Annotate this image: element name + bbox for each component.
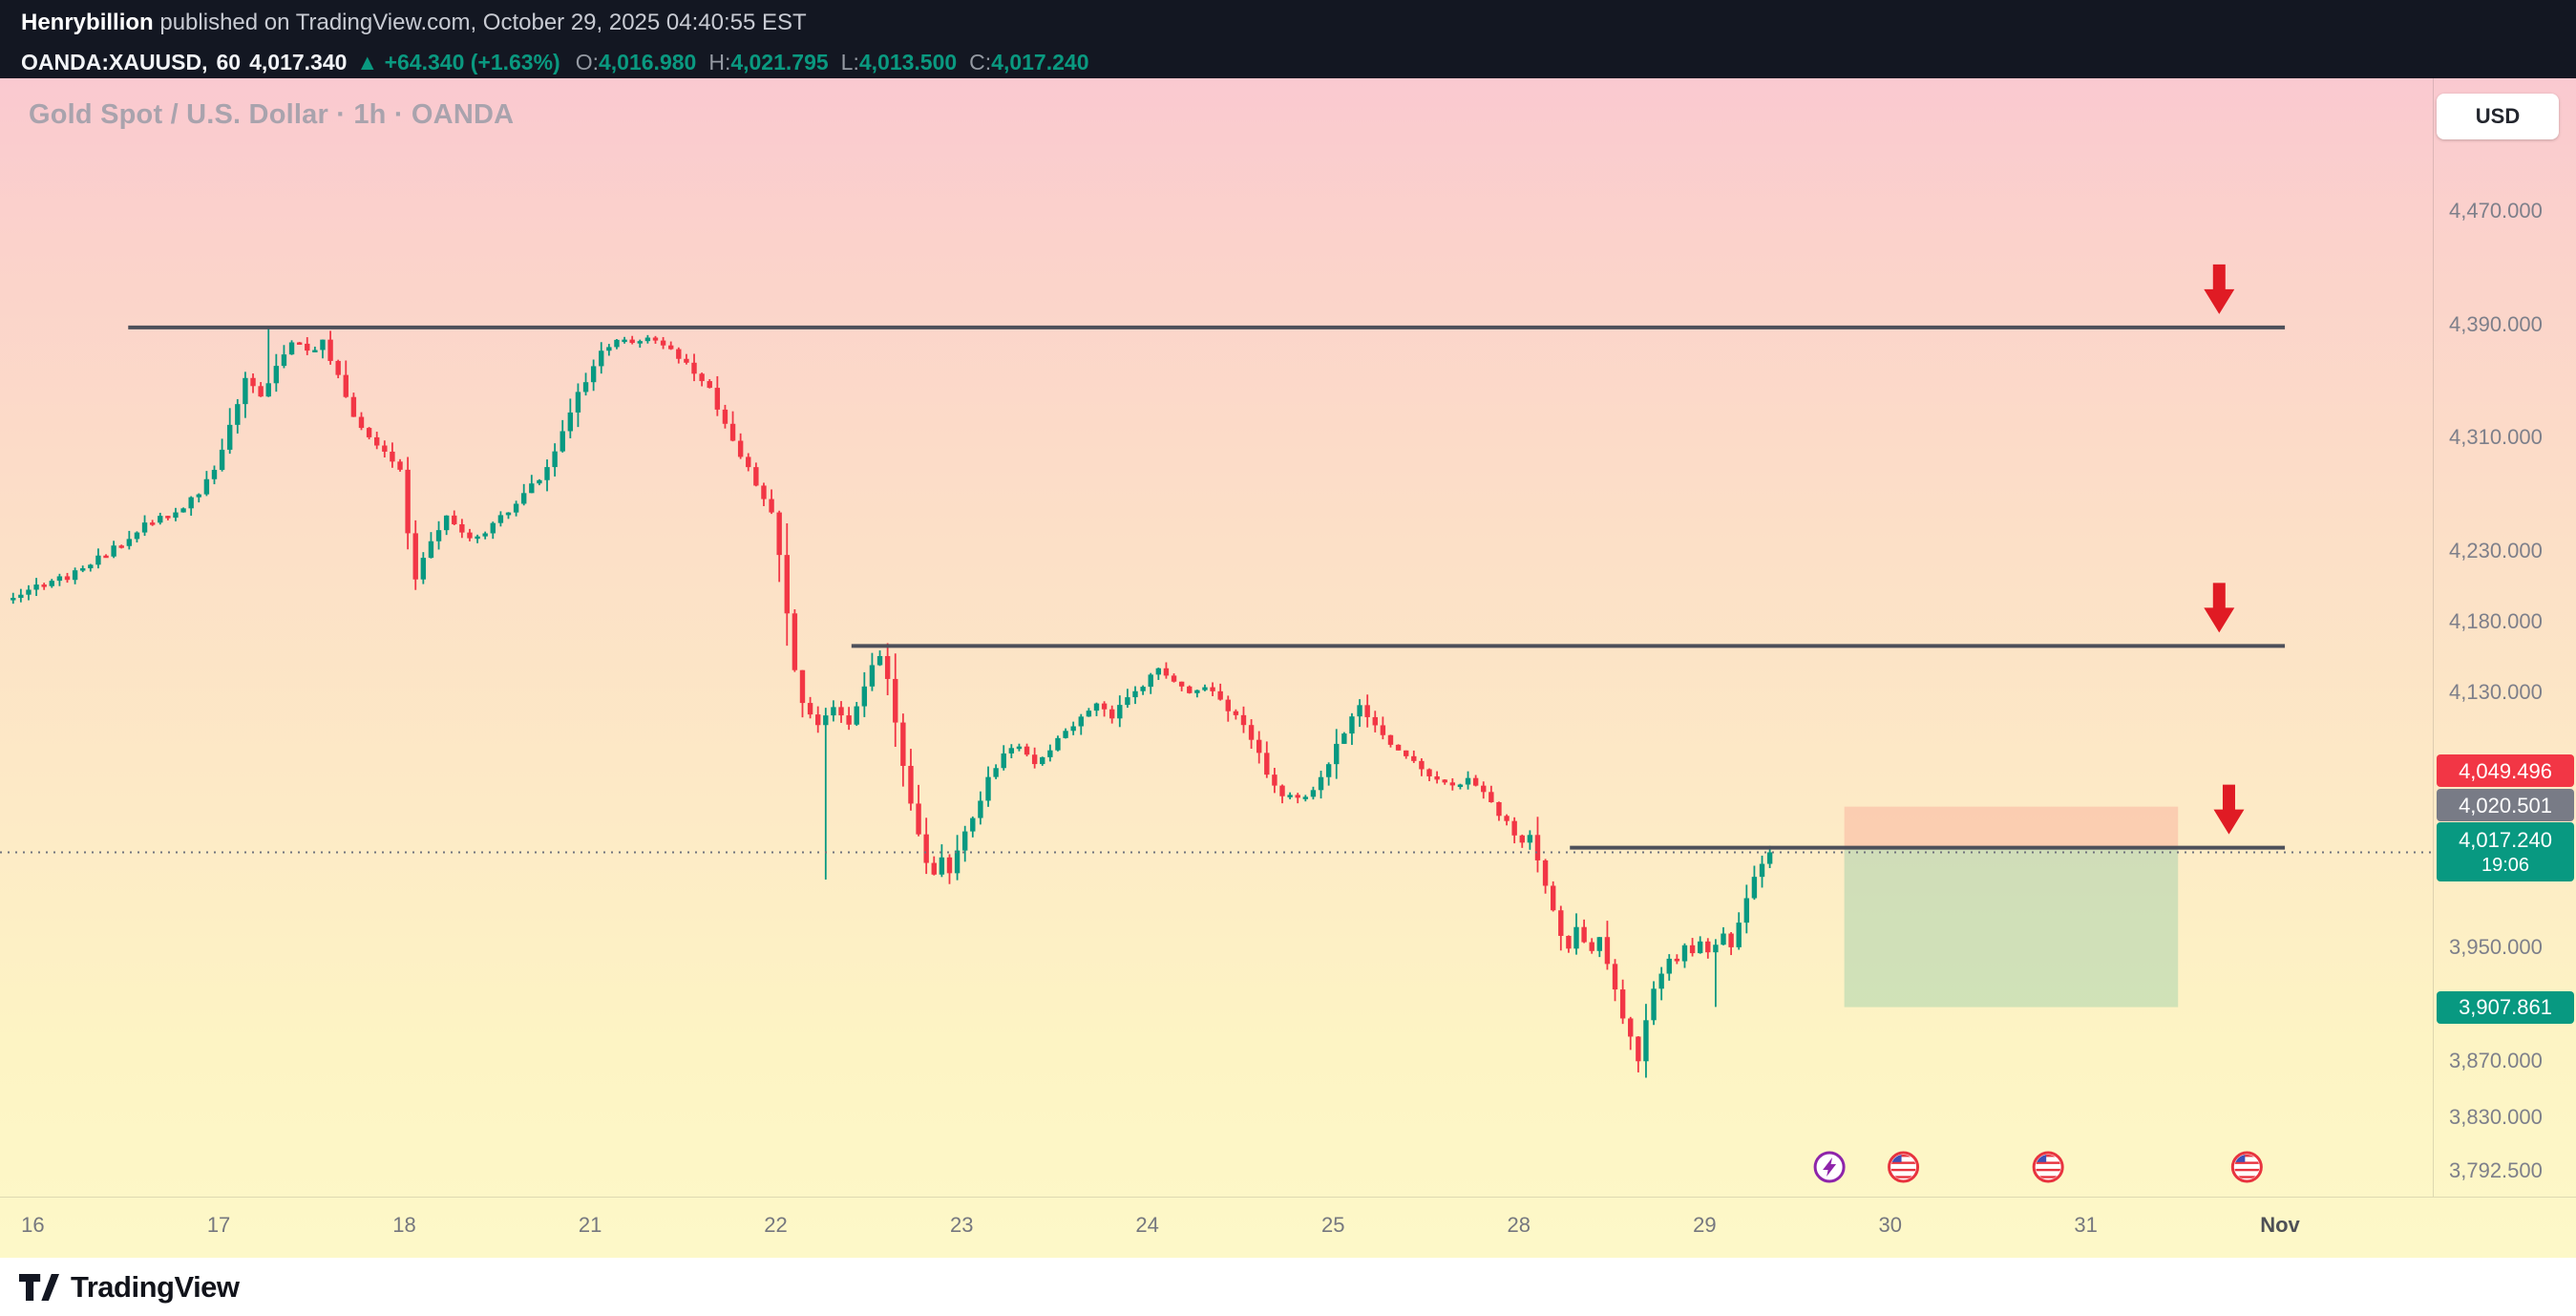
price-axis-label: 3,950.000 (2449, 935, 2543, 960)
price-axis-label: 4,130.000 (2449, 680, 2543, 705)
price-axis-label: 4,230.000 (2449, 539, 2543, 563)
symbol-interval: 60 (216, 49, 242, 74)
zone-top-price-badge: 4,049.496 (2437, 754, 2574, 788)
publish-bar: Henrybillion published on TradingView.co… (0, 0, 2576, 46)
zone-upper-red[interactable] (1844, 806, 2179, 848)
chart-region[interactable]: Gold Spot / U.S. Dollar · 1h · OANDA USD… (0, 78, 2576, 1258)
down-arrow-icon[interactable] (2213, 784, 2245, 835)
tradingview-logo[interactable]: TradingView (19, 1270, 240, 1305)
candlestick-series (11, 327, 1773, 1078)
down-arrow-icon[interactable] (2204, 583, 2235, 633)
time-axis-label: 28 (1507, 1213, 1531, 1237)
time-axis-label: 30 (1878, 1213, 1903, 1237)
ohlc-close: C:4,017.240 (969, 49, 1089, 74)
price-axis-label: 3,830.000 (2449, 1104, 2543, 1129)
price-axis-label: 3,870.000 (2449, 1048, 2543, 1072)
time-axis[interactable]: 16 17 18 21 22 23 24 25 28 29 30 31 Nov (0, 1197, 2576, 1258)
time-axis-label: 21 (578, 1213, 602, 1237)
ohlc-high: H:4,021.795 (708, 49, 829, 74)
time-axis-label: 25 (1321, 1213, 1345, 1237)
publish-info: published on TradingView.com, October 29… (153, 10, 807, 35)
zone-bottom-price-badge: 3,907.861 (2437, 990, 2574, 1024)
price-axis-label: 4,390.000 (2449, 311, 2543, 336)
economic-event-us-flag-icon[interactable] (1888, 1151, 1920, 1183)
price-axis-label: 4,310.000 (2449, 425, 2543, 450)
chart-plot[interactable] (0, 78, 2433, 1197)
price-axis-label: 4,470.000 (2449, 199, 2543, 223)
ohlc-open: O:4,016.980 (575, 49, 697, 74)
time-axis-label: 24 (1135, 1213, 1159, 1237)
economic-event-us-flag-icon[interactable] (2230, 1151, 2263, 1183)
time-axis-label: 16 (21, 1213, 45, 1237)
ohlc-low: L:4,013.500 (840, 49, 958, 74)
time-axis-label: Nov (2260, 1213, 2300, 1237)
down-arrow-icon[interactable] (2204, 264, 2235, 314)
symbol-name: OANDA:XAUUSD, (21, 49, 208, 74)
tradingview-logo-icon (19, 1273, 59, 1301)
last-price-badge: 4,017.240 19:06 (2437, 822, 2574, 882)
level-price-badge: 4,020.501 (2437, 789, 2574, 822)
time-axis-label: 22 (764, 1213, 788, 1237)
chart-legend[interactable]: Gold Spot / U.S. Dollar · 1h · OANDA (29, 99, 515, 130)
time-axis-label: 17 (206, 1213, 231, 1237)
price-axis-label: 3,792.500 (2449, 1157, 2543, 1182)
time-axis-label: 23 (949, 1213, 974, 1237)
time-axis-label: 31 (2074, 1213, 2098, 1237)
publisher-name: Henrybillion (21, 10, 154, 35)
symbol-info-bar: OANDA:XAUUSD, 60 4,017.340 ▲ +64.340 (+1… (0, 46, 2576, 78)
last-price-value: 4,017.340 (249, 49, 348, 74)
footer-bar: TradingView (0, 1258, 2576, 1316)
zone-lower-green[interactable] (1844, 847, 2179, 1008)
currency-toggle-button[interactable]: USD (2437, 94, 2559, 139)
price-axis[interactable]: 4,470.000 4,390.000 4,310.000 4,230.000 4,18… (2433, 78, 2576, 1197)
tradingview-wordmark: TradingView (71, 1269, 240, 1304)
economic-event-flash-icon[interactable] (1813, 1151, 1846, 1183)
economic-event-us-flag-icon[interactable] (2032, 1151, 2064, 1183)
time-axis-label: 18 (392, 1213, 416, 1237)
time-axis-label: 29 (1693, 1213, 1717, 1237)
price-axis-label: 4,180.000 (2449, 609, 2543, 634)
price-change: ▲ +64.340 (+1.63%) (356, 49, 560, 74)
